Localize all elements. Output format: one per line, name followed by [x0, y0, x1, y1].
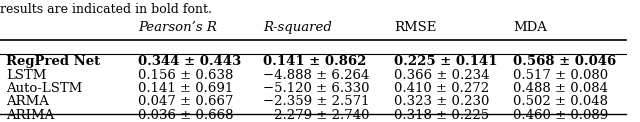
Text: RMSE: RMSE	[394, 21, 436, 34]
Text: 0.488 ± 0.084: 0.488 ± 0.084	[513, 82, 609, 95]
Text: 0.047 ± 0.667: 0.047 ± 0.667	[138, 95, 233, 108]
Text: Pearson’s R: Pearson’s R	[138, 21, 216, 34]
Text: MDA: MDA	[513, 21, 547, 34]
Text: ARMA: ARMA	[6, 95, 49, 108]
Text: 0.517 ± 0.080: 0.517 ± 0.080	[513, 69, 609, 82]
Text: R-squared: R-squared	[263, 21, 332, 34]
Text: 0.141 ± 0.691: 0.141 ± 0.691	[138, 82, 233, 95]
Text: ARIMA: ARIMA	[6, 109, 54, 122]
Text: 0.502 ± 0.048: 0.502 ± 0.048	[513, 95, 609, 108]
Text: 0.323 ± 0.230: 0.323 ± 0.230	[394, 95, 490, 108]
Text: −2.279 ± 2.740: −2.279 ± 2.740	[263, 109, 369, 122]
Text: 0.460 ± 0.089: 0.460 ± 0.089	[513, 109, 609, 122]
Text: 0.344 ± 0.443: 0.344 ± 0.443	[138, 55, 241, 68]
Text: 0.410 ± 0.272: 0.410 ± 0.272	[394, 82, 490, 95]
Text: results are indicated in bold font.: results are indicated in bold font.	[0, 4, 212, 16]
Text: 0.141 ± 0.862: 0.141 ± 0.862	[263, 55, 366, 68]
Text: 0.318 ± 0.225: 0.318 ± 0.225	[394, 109, 490, 122]
Text: 0.225 ± 0.141: 0.225 ± 0.141	[394, 55, 498, 68]
Text: −4.888 ± 6.264: −4.888 ± 6.264	[263, 69, 369, 82]
Text: 0.366 ± 0.234: 0.366 ± 0.234	[394, 69, 490, 82]
Text: LSTM: LSTM	[6, 69, 47, 82]
Text: 0.036 ± 0.668: 0.036 ± 0.668	[138, 109, 233, 122]
Text: 0.568 ± 0.046: 0.568 ± 0.046	[513, 55, 616, 68]
Text: RegPred Net: RegPred Net	[6, 55, 100, 68]
Text: 0.156 ± 0.638: 0.156 ± 0.638	[138, 69, 233, 82]
Text: −2.359 ± 2.571: −2.359 ± 2.571	[263, 95, 369, 108]
Text: Auto-LSTM: Auto-LSTM	[6, 82, 83, 95]
Text: −5.120 ± 6.330: −5.120 ± 6.330	[263, 82, 369, 95]
